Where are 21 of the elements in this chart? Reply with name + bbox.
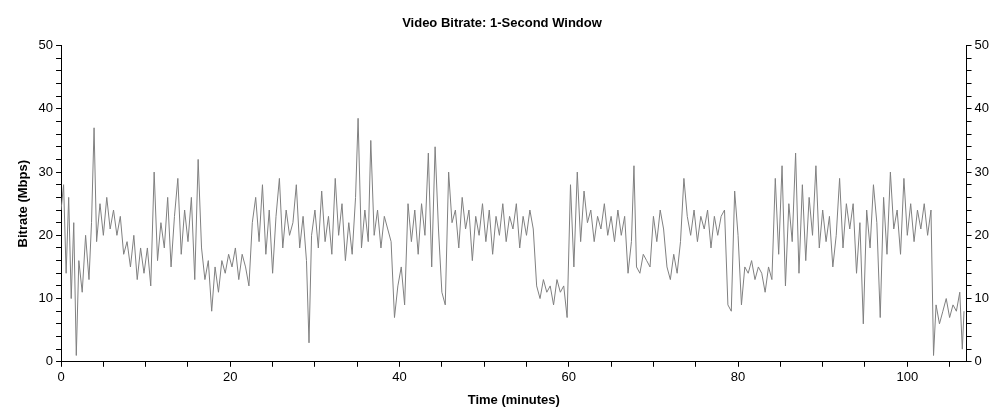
x-tick-label: 0 bbox=[57, 369, 65, 385]
x-tick-label: 80 bbox=[730, 369, 746, 385]
x-tick-label: 20 bbox=[223, 369, 238, 385]
y2-tick-label: 30 bbox=[974, 163, 990, 179]
y2-tick-label: 10 bbox=[974, 290, 990, 306]
x-axis-title: Time (minutes) bbox=[467, 391, 560, 407]
y2-tick-label: 40 bbox=[974, 100, 990, 116]
y-tick-label: 20 bbox=[38, 226, 54, 242]
y-tick-label: 40 bbox=[38, 100, 54, 116]
y-tick-label: 30 bbox=[38, 163, 54, 179]
y-tick-label: 10 bbox=[38, 290, 54, 306]
y2-tick-label: 0 bbox=[974, 353, 982, 369]
y-tick-label: 50 bbox=[38, 37, 54, 53]
x-tick-label: 100 bbox=[896, 369, 919, 385]
x-tick-label: 40 bbox=[392, 369, 407, 385]
x-tick-label: 60 bbox=[561, 369, 577, 385]
y2-tick-label: 50 bbox=[974, 37, 990, 53]
chart-title: Video Bitrate: 1-Second Window bbox=[402, 15, 603, 31]
y-axis-title: Bitrate (Mbps) bbox=[15, 160, 31, 248]
y2-tick-label: 20 bbox=[974, 226, 990, 242]
y-tick-label: 0 bbox=[45, 353, 54, 369]
